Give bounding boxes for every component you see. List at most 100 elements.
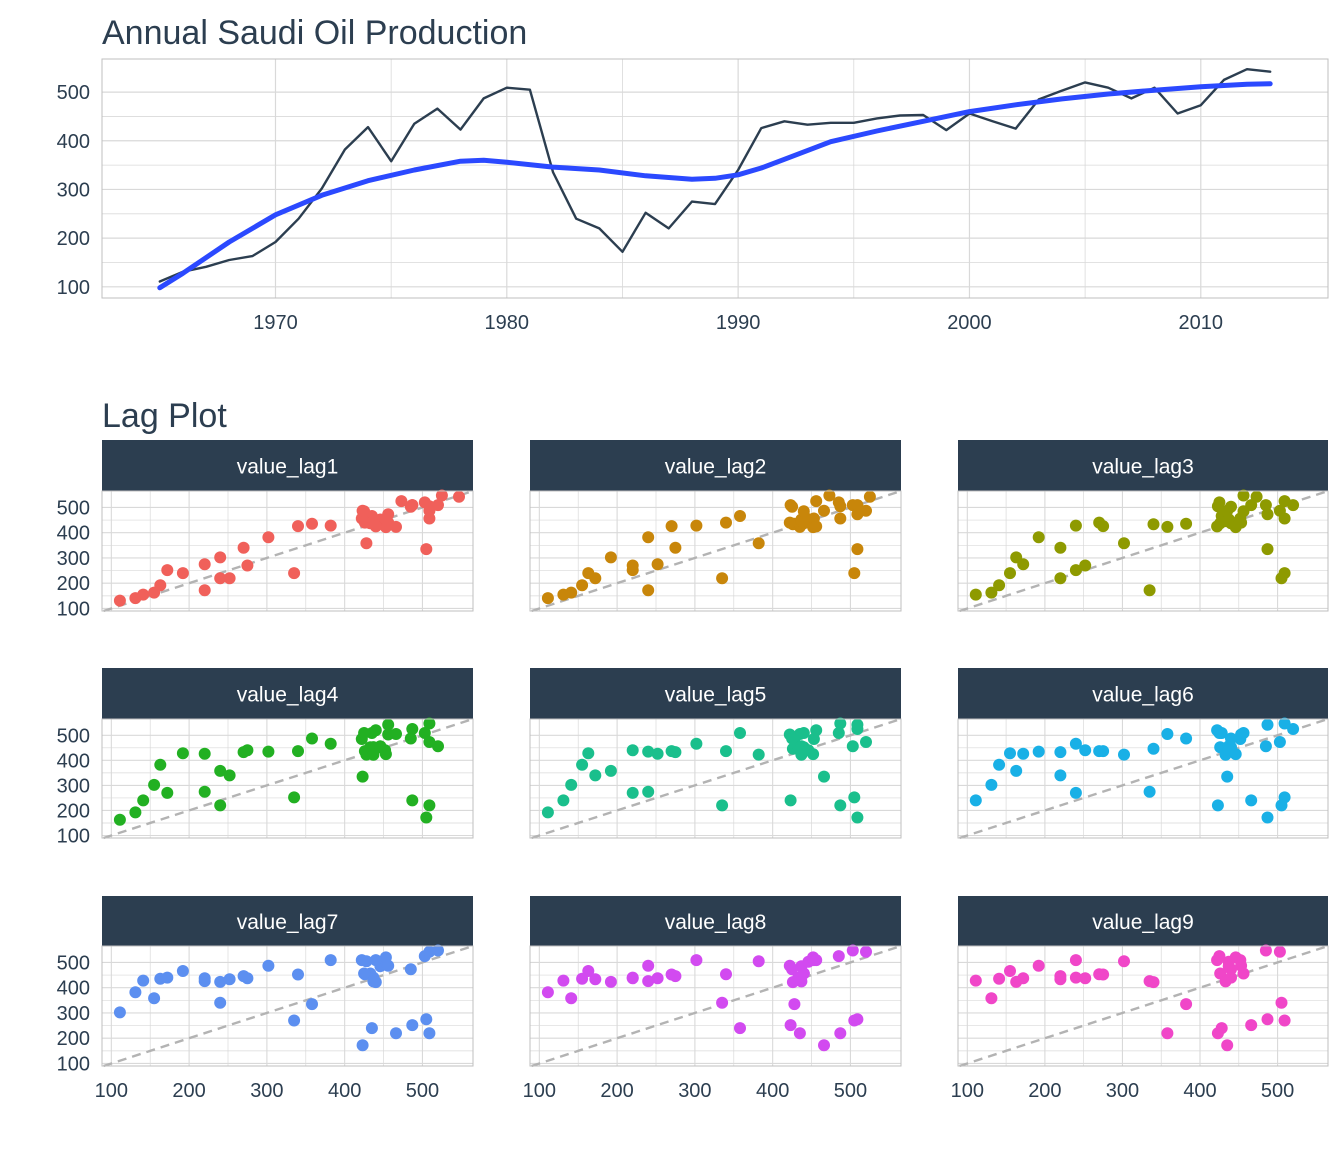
lag-point [1261,718,1274,731]
lag-point [846,944,859,957]
lag-point [1069,519,1082,532]
lag-point [423,736,436,748]
lag-point [223,973,236,986]
facet-strip [102,668,473,719]
facet-strip-label: value_lag6 [1092,684,1194,707]
lag-point [1180,517,1193,530]
lag-point [1225,963,1237,976]
lag-point [382,508,395,521]
lag-point [541,986,554,999]
y-tick-label: 400 [57,131,90,153]
lag-point [423,512,436,525]
panel-border [957,490,1329,612]
facet-strip-label: value_lag3 [1092,456,1194,479]
production-line [158,67,1272,283]
lag-point [113,1006,126,1019]
lag-point [1093,745,1106,758]
lag-point [1017,972,1030,985]
x-tick-label: 200 [172,1080,205,1102]
lag-point [1278,512,1291,525]
lag-point [1278,717,1291,730]
lag-point [237,541,250,554]
facet-strip-label: value_lag7 [237,911,339,934]
y-tick-label: 400 [57,978,90,1000]
lag-point [1079,972,1092,985]
lag-point [137,794,150,807]
line-chart-title: Annual Saudi Oil Production [102,14,527,52]
lag-point [576,579,589,592]
lag-point [306,998,318,1011]
x-tick-label: 500 [406,1080,439,1102]
lag-point [176,567,189,580]
lag-point [589,769,602,782]
lag-point [786,732,799,745]
lag-point [360,537,373,550]
lag-point [176,747,189,760]
lag-point [1287,723,1300,735]
lag-point [406,1019,419,1032]
lag-point [423,945,436,958]
lag-point [810,520,823,533]
lag-point [358,967,371,980]
lag-point [720,968,732,981]
x-tick-label: 500 [834,1080,867,1102]
lag-point [367,748,380,761]
reference-line [959,717,1329,840]
lag-point [137,588,150,601]
lag-point [288,1014,301,1027]
x-tick-label: 2010 [1179,312,1224,334]
y-tick-label: 200 [57,573,90,595]
lag-point [1093,516,1106,529]
lag-point [716,799,729,812]
facet-value_lag9: value_lag9 100 200 300 400 500 [951,896,1329,1102]
lag-point [1118,537,1130,550]
x-tick-label: 200 [600,1080,633,1102]
x-tick-label: 400 [1183,1080,1216,1102]
lag-point [651,558,664,571]
lag-point [453,490,465,503]
lag-point [788,998,801,1011]
lag-point [1259,499,1272,512]
lag-point [1211,520,1224,533]
x-tick-label: 1970 [253,312,298,334]
lag-point [1147,976,1160,989]
lag-point [1222,513,1235,526]
lag-point [851,718,864,731]
x-tick-label: 1980 [485,312,530,334]
lag-point [797,967,810,980]
lag-point [306,732,318,745]
y-tick-label: 200 [57,228,90,250]
lag-point [793,1027,806,1040]
lag-point [818,504,830,517]
lag-point [716,996,729,1009]
reference-line [531,944,902,1068]
lag-point [432,499,444,512]
lag-point [1221,770,1234,783]
lag-point [832,496,845,509]
lag-point [576,758,589,771]
lag-point [1010,764,1023,777]
lag-point [834,512,847,525]
facet-strip [530,440,901,491]
lag-point [582,965,595,977]
lag-point [1261,811,1274,824]
lag-point [993,758,1006,771]
lag-point [1219,975,1232,988]
lag-plot-title: Lag Plot [102,397,227,435]
lag-point [1225,732,1237,745]
lag-point [1225,500,1237,513]
lag-point [214,975,227,988]
panel-border [101,58,1329,299]
lag-point [690,737,703,750]
x-tick-label: 300 [678,1080,711,1102]
lag-point [214,572,227,585]
lag-point [818,770,830,783]
lag-point [860,736,872,748]
lag-point [1213,727,1226,739]
facet-strip-label: value_lag9 [1092,911,1194,934]
y-tick-label: 100 [57,825,90,847]
lag-point [367,975,380,988]
lag-point [214,551,227,564]
lag-point [642,531,655,544]
panel-border [529,490,902,612]
